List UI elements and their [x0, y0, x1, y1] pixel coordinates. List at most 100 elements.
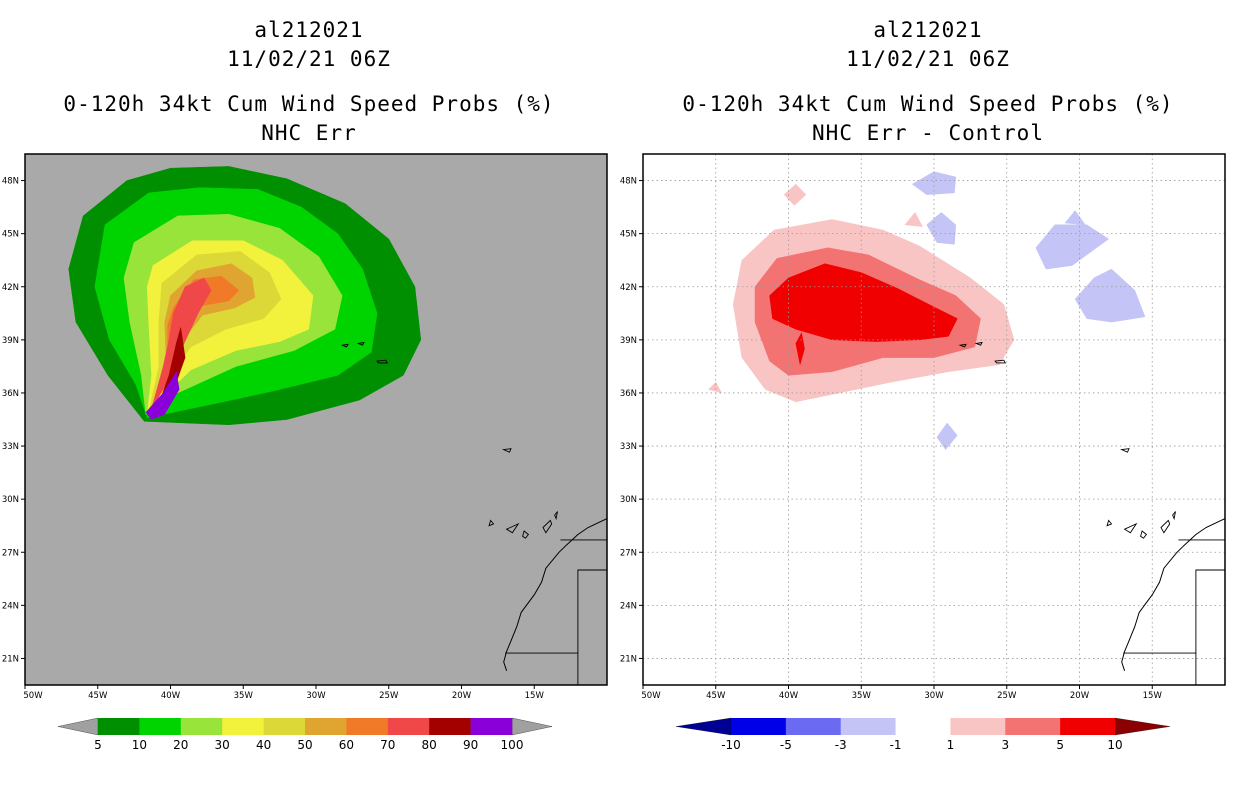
- right-colorbar-label-4: 1: [947, 738, 955, 752]
- left-colorbar-under-arrow: [57, 717, 99, 736]
- left-colorbar-swatch-9: [470, 718, 513, 735]
- right-y-tick-label-7: 42N: [620, 283, 637, 293]
- right-colorbar-label-0: -10: [721, 738, 741, 752]
- right-colorbar-swatch-1: [785, 718, 842, 735]
- right-island-1: [974, 341, 983, 346]
- right-x-tick-label-5: 25W: [997, 691, 1017, 701]
- right-x-tick-label-7: 15W: [1143, 691, 1163, 701]
- left-country-border-2: [577, 569, 607, 654]
- right-colorbar-label-7: 10: [1107, 738, 1122, 752]
- left-colorbar-swatch-0: [98, 718, 140, 735]
- right-y-tick-label-3: 30N: [620, 495, 637, 505]
- left-colorbar-label-6: 60: [339, 738, 354, 752]
- right-country-border-2: [1195, 569, 1225, 654]
- left-island-0: [340, 343, 349, 348]
- right-x-tick-label-0: 50W: [641, 691, 661, 701]
- left-colorbar-swatch-7: [387, 718, 430, 735]
- left-x-tick-label-1: 45W: [88, 691, 108, 701]
- left-island-1: [356, 341, 365, 346]
- left-title-subtitle: NHC Err: [261, 121, 357, 145]
- left-x-tick-label-7: 15W: [525, 691, 545, 701]
- right-y-tick-label-0: 21N: [620, 654, 637, 664]
- right-x-tick-label-1: 45W: [706, 691, 726, 701]
- left-colorbar-label-4: 40: [256, 738, 271, 752]
- left-colorbar-label-9: 90: [463, 738, 478, 752]
- right-contour-neg1-11: [1074, 268, 1146, 323]
- right-y-tick-label-5: 36N: [620, 389, 637, 399]
- right-colorbar-swatch-2: [840, 718, 896, 735]
- right-contour-5-6: [795, 332, 805, 365]
- left-colorbar-swatch-8: [429, 718, 471, 735]
- right-contour-neg1-9: [1035, 224, 1110, 270]
- right-y-tick-label-1: 24N: [620, 601, 637, 611]
- left-island-7: [542, 519, 553, 534]
- left-colorbar-label-5: 50: [297, 738, 312, 752]
- left-colorbar-label-7: 70: [380, 738, 395, 752]
- right-island-6: [1140, 530, 1148, 539]
- right-x-tick-label-2: 40W: [779, 691, 799, 701]
- left-island-3: [502, 448, 512, 453]
- left-map-layers: [68, 166, 607, 685]
- left-colorbar: 5 10 20 30 40 50 60 70 80 90 100: [57, 717, 553, 752]
- left-x-tick-label-0: 50W: [23, 691, 43, 701]
- right-title-product: 0-120h 34kt Cum Wind Speed Probs (%): [682, 92, 1174, 116]
- left-y-tick-label-3: 30N: [2, 495, 19, 505]
- left-colorbar-swatch-3: [222, 718, 264, 735]
- left-y-tick-label-4: 33N: [2, 442, 19, 452]
- right-colorbar-label-5: 3: [1001, 738, 1009, 752]
- right-x-tick-label-6: 20W: [1070, 691, 1090, 701]
- right-colorbar-over-arrow: [1114, 717, 1171, 736]
- left-y-tick-label-1: 24N: [2, 601, 19, 611]
- right-contour-neg1-10: [1064, 210, 1086, 226]
- right-x-tick-label-3: 35W: [852, 691, 872, 701]
- right-island-5: [1123, 522, 1138, 534]
- left-island-6: [522, 530, 530, 539]
- right-title-model: al212021: [873, 18, 983, 42]
- left-island-2: [376, 359, 389, 364]
- right-colorbar-swatch-3: [895, 718, 951, 735]
- right-contour-1-3: [904, 211, 923, 227]
- right-contour-neg1-12: [936, 422, 958, 451]
- right-y-tick-label-9: 48N: [620, 177, 637, 187]
- left-colorbar-over-arrow: [511, 717, 553, 736]
- right-y-tick-label-2: 27N: [620, 548, 637, 558]
- right-y-tick-label-8: 45N: [620, 230, 637, 240]
- right-island-7: [1160, 519, 1171, 534]
- left-title-model: al212021: [254, 18, 364, 42]
- left-colorbar-swatch-5: [305, 718, 347, 735]
- left-colorbar-label-8: 80: [422, 738, 437, 752]
- left-y-tick-label-5: 36N: [2, 389, 19, 399]
- right-y-tick-label-4: 33N: [620, 442, 637, 452]
- left-title-date: 11/02/21 06Z: [227, 47, 391, 71]
- right-colorbar-swatch-0: [731, 718, 787, 735]
- left-x-tick-label-4: 30W: [306, 691, 326, 701]
- left-x-tick-label-5: 25W: [379, 691, 399, 701]
- left-colorbar-swatch-4: [263, 718, 306, 735]
- right-colorbar: -10 -5 -3 -1 1 3 5 10: [675, 717, 1171, 752]
- left-colorbar-swatch-1: [139, 718, 182, 735]
- right-title-subtitle: NHC Err - Control: [812, 121, 1044, 145]
- left-x-tick-label-2: 40W: [161, 691, 181, 701]
- left-colorbar-swatch-6: [346, 718, 389, 735]
- left-africa-coastline: [503, 518, 607, 671]
- left-y-tick-label-0: 21N: [2, 654, 19, 664]
- right-contour-neg1-7: [911, 171, 957, 195]
- left-y-tick-label-6: 39N: [2, 336, 19, 346]
- right-colorbar-label-6: 5: [1056, 738, 1064, 752]
- right-contour-1-2: [708, 381, 723, 394]
- right-colorbar-swatch-5: [1005, 718, 1061, 735]
- right-island-4: [1106, 519, 1113, 527]
- right-africa-coastline: [1121, 518, 1225, 671]
- right-island-0: [958, 343, 967, 348]
- right-map-panel: 50W 45W 40W 35W 30W 25W 20W 15W 21N 24N 27N 30N 33N 3…: [620, 153, 1226, 701]
- right-colorbar-label-1: -5: [780, 738, 792, 752]
- left-island-5: [505, 522, 520, 534]
- right-contour-5-5: [769, 263, 958, 342]
- left-y-tick-label-7: 42N: [2, 283, 19, 293]
- left-x-tick-label-3: 35W: [234, 691, 254, 701]
- left-colorbar-swatch-2: [180, 718, 223, 735]
- left-y-tick-label-8: 45N: [2, 230, 19, 240]
- left-map-panel: 50W 45W 40W 35W 30W 25W 20W 15W 21N 24N 27N 30N 33N 3…: [2, 153, 608, 701]
- right-title-block: al212021 11/02/21 06Z 0-120h 34kt Cum Wi…: [633, 16, 1223, 148]
